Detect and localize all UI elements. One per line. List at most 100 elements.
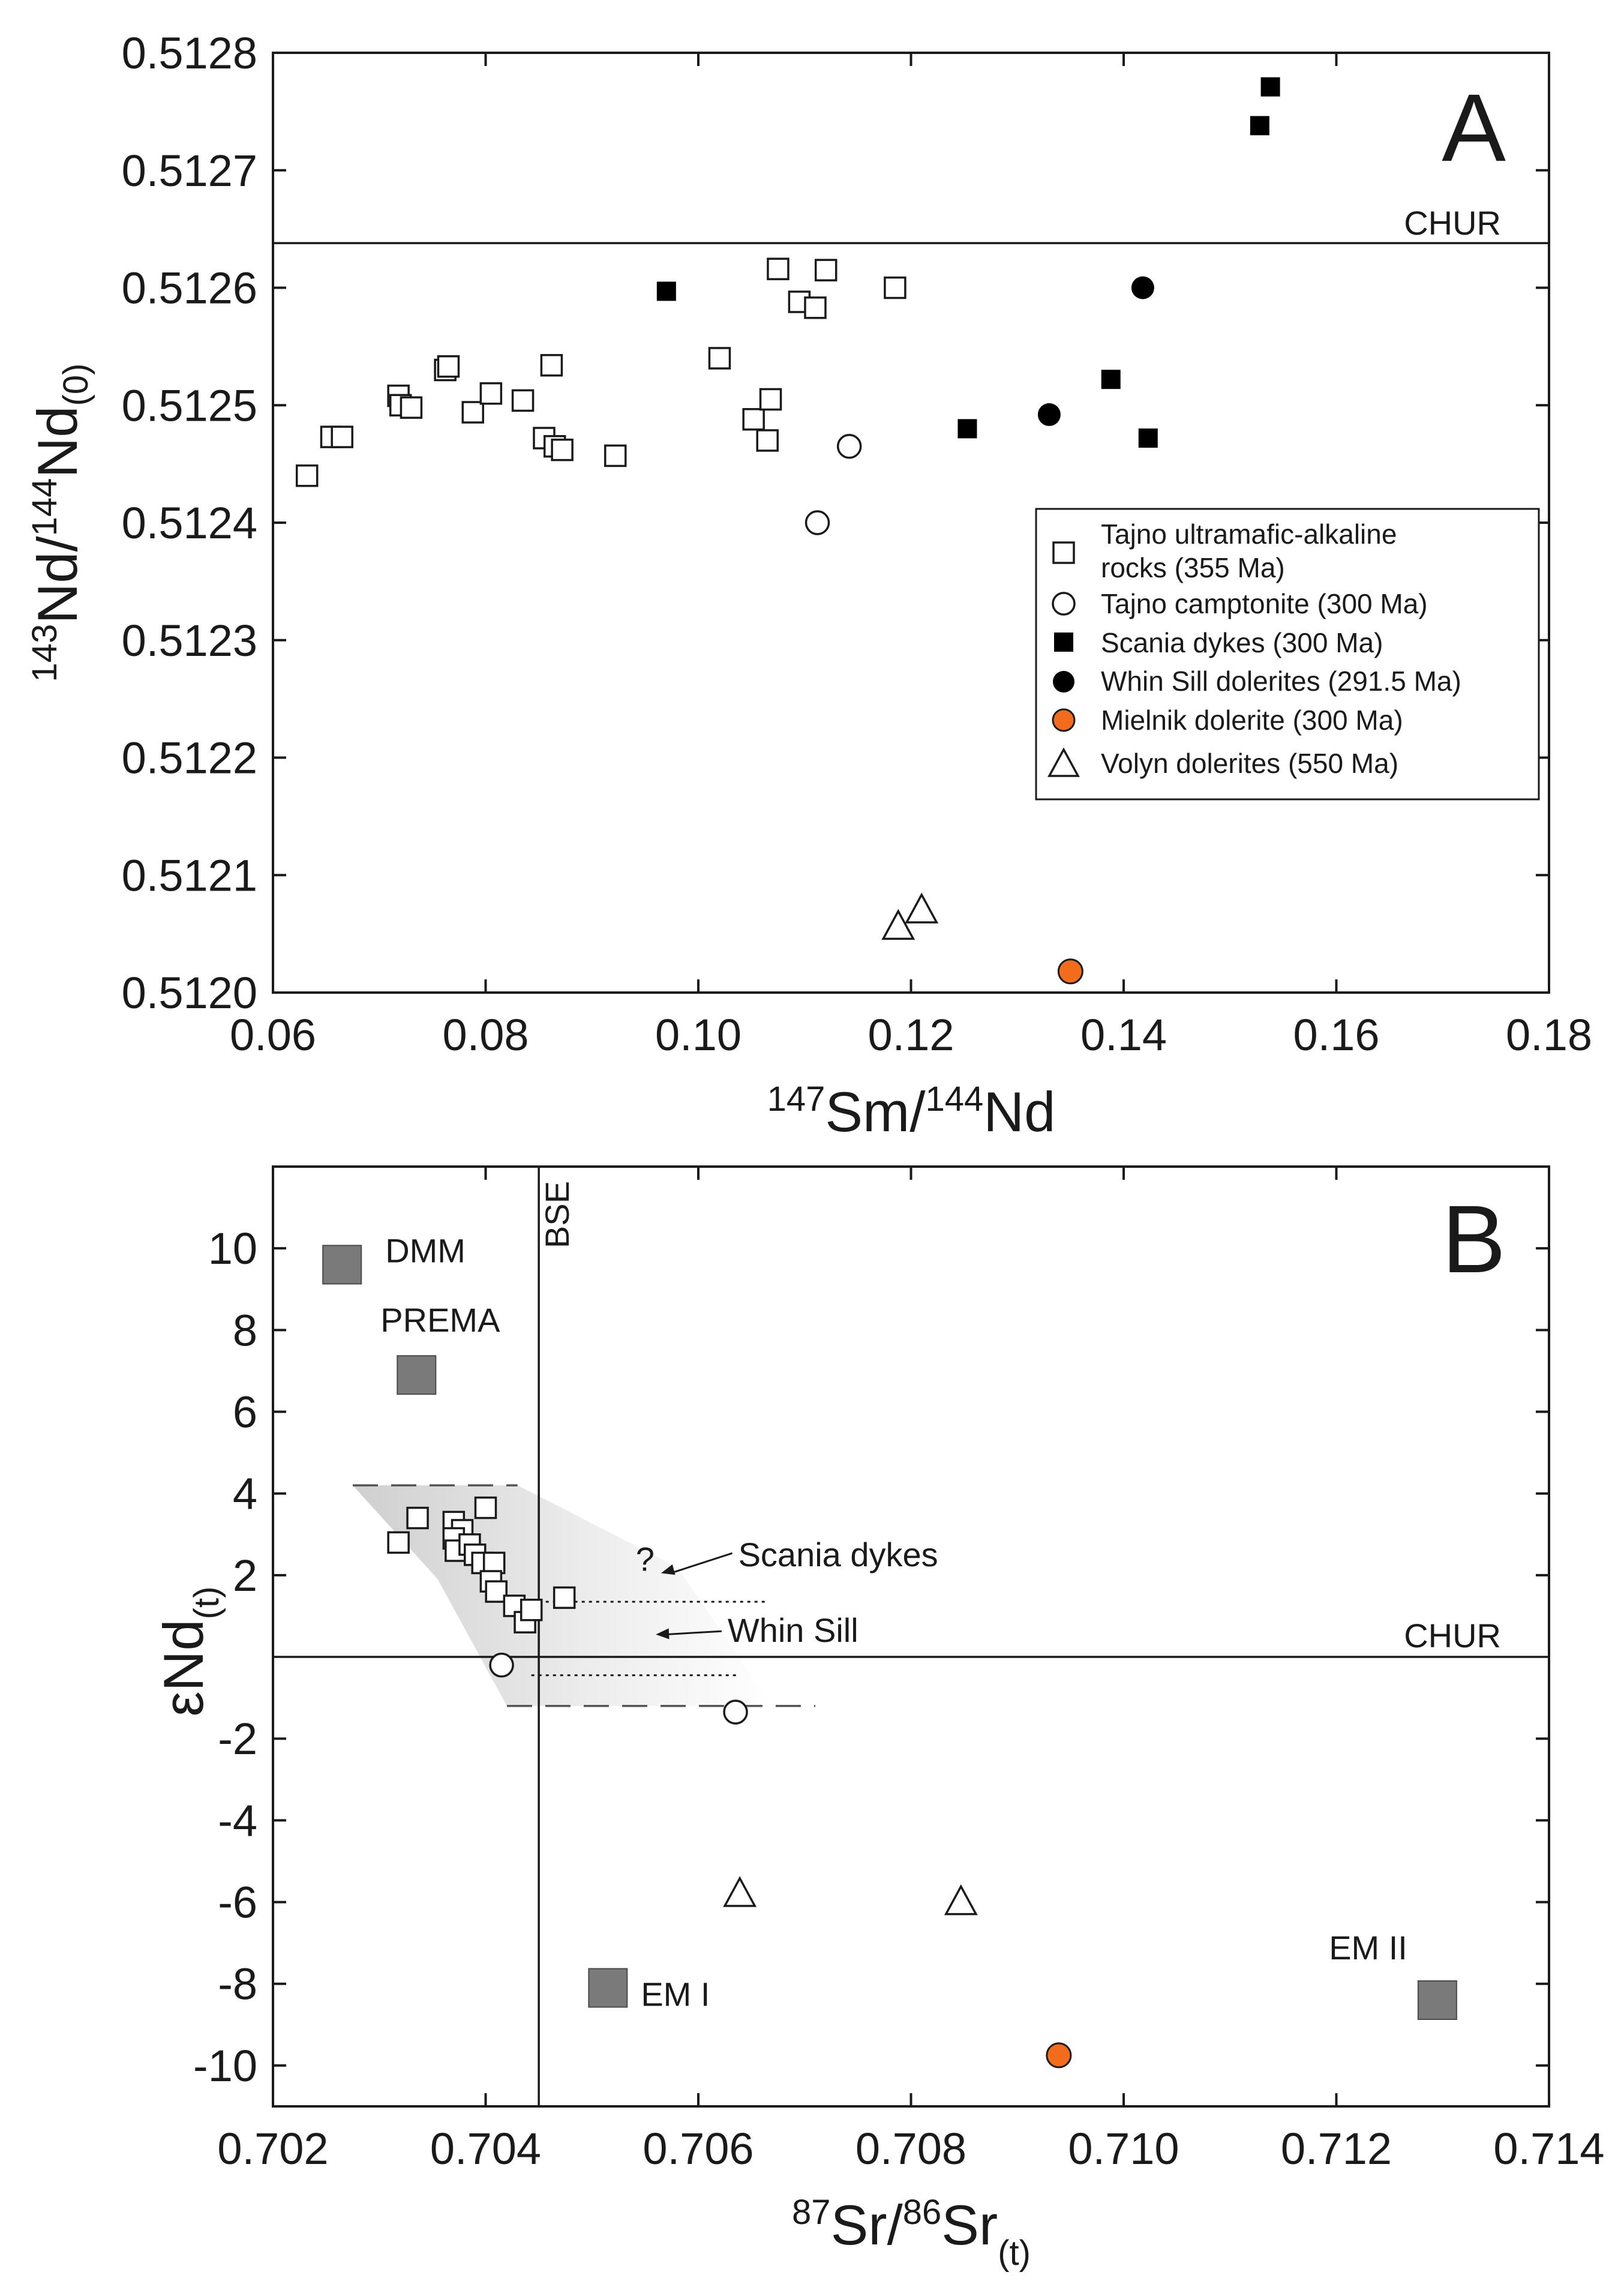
panel-b-point-mielnik-dolerite-300-ma-0: [1046, 2042, 1072, 2069]
legend-label-tajno-camptonite: Tajno camptonite (300 Ma): [1101, 588, 1428, 619]
panel-b-y-tick-label-6: -6: [218, 1878, 257, 1928]
panel-b-arrowhead-scania-dykes: [661, 1564, 676, 1575]
panel-b-x-tick-label-0-708: 0.708: [855, 2124, 966, 2174]
panel-b-reservoir-label-em-ii: EM II: [1329, 1929, 1407, 1967]
panel-b-chur-label: CHUR: [1404, 1617, 1501, 1654]
panel-a-point-scania-dykes-300-ma-3: [1138, 428, 1158, 448]
panel-a-y-tick-label-0-5123: 0.5123: [122, 616, 257, 666]
panel-b-reservoir-em-i: [588, 1968, 628, 2008]
panel-b-y-axis-title: εNd(t): [152, 1587, 226, 1717]
panel-a-point-tajno-ultramafic-alkaline-rocks-355-ma-16: [708, 347, 731, 370]
panel-a-point-tajno-ultramafic-alkaline-rocks-355-ma-22: [804, 296, 827, 319]
panel-b-point-tajno-ultramafic-alkaline-rocks-355-ma-1: [406, 1506, 429, 1530]
panel-b-x-tick-label-0-714: 0.714: [1493, 2124, 1604, 2174]
panel-a-x-tick-label-0-08: 0.08: [442, 1010, 529, 1060]
panel-a-y-tick-label-0-5122: 0.5122: [122, 733, 257, 783]
panel-a-point-tajno-ultramafic-alkaline-rocks-355-ma-14: [551, 438, 574, 461]
panel-b-reservoir-em-ii: [1417, 1980, 1457, 2020]
panel-b-annotation-scania-dykes: Scania dykes: [739, 1536, 938, 1573]
panel-a-point-tajno-ultramafic-alkaline-rocks-355-ma-20: [767, 257, 790, 280]
panel-b-y-tick-label-10: 10: [208, 1224, 257, 1273]
panel-a-x-tick-label-0-06: 0.06: [230, 1010, 316, 1060]
panel-b-point-tajno-camptonite-300-ma-0: [489, 1652, 514, 1678]
panel-b-bse-label: BSE: [538, 1181, 576, 1248]
panel-a-point-tajno-ultramafic-alkaline-rocks-355-ma-2: [331, 425, 353, 448]
panel-a-y-tick-label-0-5121: 0.5121: [122, 850, 257, 900]
panel-b-point-tajno-ultramafic-alkaline-rocks-355-ma-12: [485, 1580, 508, 1603]
legend-label-tajno-ultramafic-2: rocks (355 Ma): [1101, 552, 1285, 583]
panel-a-y-tick-label-0-5124: 0.5124: [122, 498, 257, 548]
legend-marker-square-open-icon: [1052, 541, 1075, 564]
panel-a-point-tajno-ultramafic-alkaline-rocks-355-ma-24: [884, 276, 906, 299]
panel-b-reservoir-label-dmm: DMM: [385, 1231, 466, 1269]
legend-marker-circle-orange-icon: [1052, 708, 1076, 732]
panel-a-point-tajno-camptonite-300-ma-0: [836, 434, 862, 459]
panel-b-point-volyn-dolerites-550-ma-0: [723, 1876, 757, 1907]
panel-b-y-tick-label-8: 8: [233, 1305, 257, 1355]
panel-a-point-scania-dykes-300-ma-0: [656, 281, 676, 301]
panel-a-point-scania-dykes-300-ma-2: [1101, 370, 1121, 389]
panel-b-x-tick-label-0-704: 0.704: [430, 2124, 541, 2174]
panel-a-chur-label: CHUR: [1404, 204, 1501, 242]
panel-a-point-mielnik-dolerite-300-ma-0: [1057, 958, 1083, 985]
panel-b-reservoir-prema: [397, 1355, 437, 1395]
panel-b-x-tick-label-0-710: 0.710: [1068, 2124, 1179, 2174]
panel-b-annotation-whin-sill: Whin Sill: [728, 1611, 858, 1649]
panel-b: CHUR BSE DMM PREMA EM I EM II Scania dykes Whin…: [152, 1165, 1605, 2273]
panel-a-point-tajno-ultramafic-alkaline-rocks-355-ma-23: [814, 259, 837, 281]
panel-a-y-tick-label-0-5120: 0.5120: [122, 968, 257, 1018]
panel-b-point-tajno-ultramafic-alkaline-rocks-355-ma-16: [553, 1586, 576, 1609]
panel-a-point-scania-dykes-300-ma-5: [1260, 77, 1280, 97]
panel-a-point-whin-sill-dolerites-291-5-ma-1: [1131, 276, 1154, 299]
panel-a-x-tick-label-0-14: 0.14: [1080, 1010, 1167, 1060]
panel-a-letter: A: [1442, 74, 1506, 181]
panel-a: CHUR 0.06 0.08 0.10 0.12 0.14 0.16 0.18 0.5120 0…: [25, 28, 1592, 1143]
panel-a-x-tick-label-0-12: 0.12: [867, 1010, 954, 1060]
panel-a-point-volyn-dolerites-550-ma-0: [881, 909, 915, 940]
legend-label-scania-dykes: Scania dykes (300 Ma): [1101, 627, 1383, 658]
panel-b-arrow-whin-sill: [665, 1630, 722, 1636]
panel-a-y-tick-label-0-5125: 0.5125: [122, 380, 257, 430]
panel-a-point-tajno-ultramafic-alkaline-rocks-355-ma-19: [759, 388, 782, 411]
panel-b-point-tajno-camptonite-300-ma-1: [723, 1699, 748, 1725]
panel-b-y-tick-label-4: 4: [233, 1469, 257, 1519]
panel-a-point-whin-sill-dolerites-291-5-ma-0: [1037, 403, 1061, 426]
legend-box: [1035, 508, 1540, 801]
panel-a-point-tajno-ultramafic-alkaline-rocks-355-ma-15: [604, 444, 627, 467]
panel-b-x-axis-title: 87Sr/86Sr(t): [792, 2193, 1031, 2273]
panel-b-point-tajno-ultramafic-alkaline-rocks-355-ma-15: [520, 1598, 543, 1621]
panel-b-x-tick-label-0-706: 0.706: [643, 2124, 754, 2174]
panel-b-point-volyn-dolerites-550-ma-1: [944, 1884, 978, 1916]
panel-a-point-tajno-camptonite-300-ma-1: [805, 510, 830, 535]
panel-a-point-tajno-ultramafic-alkaline-rocks-355-ma-18: [756, 429, 779, 452]
legend: Tajno ultramafic-alkaline rocks (355 Ma)…: [1035, 508, 1540, 801]
legend-label-volyn: Volyn dolerites (550 Ma): [1101, 748, 1398, 779]
panel-b-y-tick-label-2: 2: [233, 1551, 257, 1600]
legend-marker-triangle-open-icon: [1047, 747, 1080, 777]
panel-b-x-tick-label-0-702: 0.702: [217, 2124, 328, 2174]
panel-b-y-tick-label-10: -10: [193, 2041, 257, 2091]
panel-a-x-tick-label-0-16: 0.16: [1293, 1010, 1379, 1060]
panel-a-point-tajno-ultramafic-alkaline-rocks-355-ma-0: [295, 464, 319, 487]
panel-a-point-scania-dykes-300-ma-4: [1250, 116, 1269, 136]
panel-b-arrowhead-whin-sill: [656, 1628, 670, 1639]
panel-a-point-tajno-ultramafic-alkaline-rocks-355-ma-10: [511, 389, 535, 412]
legend-label-mielnik: Mielnik dolerite (300 Ma): [1101, 705, 1403, 736]
panel-b-y-tick-label-2: -2: [218, 1714, 257, 1764]
panel-b-reservoir-label-em-i: EM I: [641, 1976, 710, 2013]
panel-a-x-axis-title: 147Sm/144Nd: [767, 1080, 1056, 1143]
legend-marker-circle-open-icon: [1052, 592, 1076, 616]
legend-label-tajno-ultramafic-1: Tajno ultramafic-alkaline: [1101, 518, 1397, 550]
panel-a-y-tick-label-0-5128: 0.5128: [122, 28, 257, 78]
panel-b-reservoir-dmm: [322, 1245, 362, 1285]
panel-b-annotation-question-mark: ?: [636, 1540, 655, 1578]
panel-a-point-tajno-ultramafic-alkaline-rocks-355-ma-8: [461, 401, 484, 424]
panel-a-y-tick-label-0-5126: 0.5126: [122, 263, 257, 313]
panel-a-point-tajno-ultramafic-alkaline-rocks-355-ma-7: [437, 355, 460, 378]
panel-b-x-tick-label-0-712: 0.712: [1281, 2124, 1392, 2174]
legend-marker-square-filled-icon: [1054, 633, 1073, 652]
legend-marker-circle-filled-icon: [1053, 671, 1074, 693]
panel-a-point-tajno-ultramafic-alkaline-rocks-355-ma-17: [742, 407, 765, 431]
panel-b-y-tick-label-8: -8: [218, 1959, 257, 2009]
